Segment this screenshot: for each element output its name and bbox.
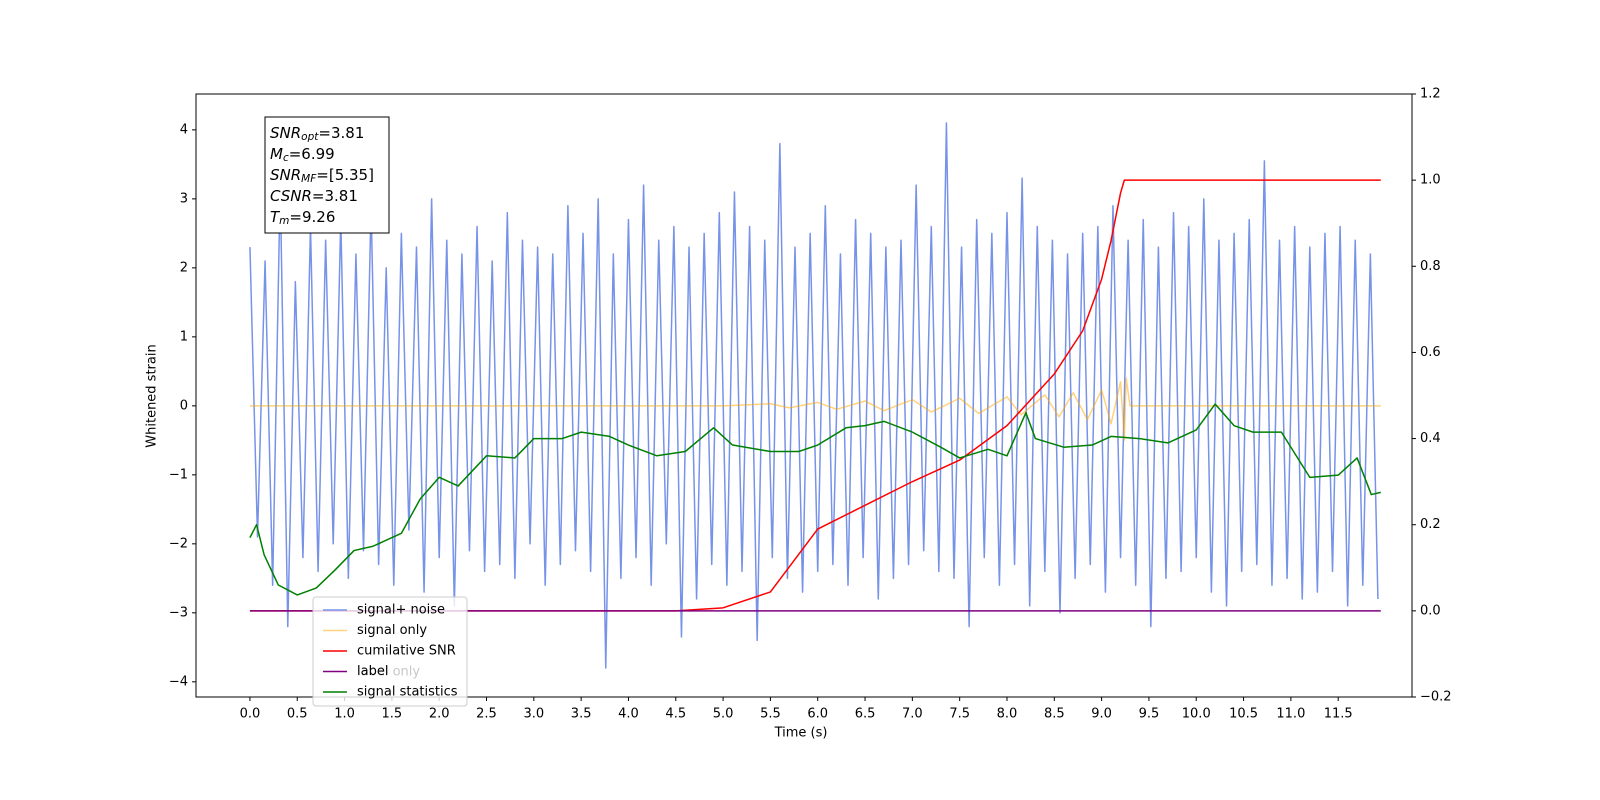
annotation-line: Tm=9.26 — [270, 208, 335, 228]
annotation-subscript: MF — [301, 173, 317, 185]
y2-tick-label: 0.4 — [1420, 431, 1441, 446]
legend-label: signal+ noise — [357, 603, 445, 618]
x-tick-label: 11.0 — [1276, 707, 1305, 722]
x-tick-label: 5.5 — [760, 707, 781, 722]
x-tick-label: 6.5 — [855, 707, 876, 722]
y-tick-label: 2 — [180, 260, 188, 275]
legend-box — [312, 596, 468, 707]
annotation: SNRopt=3.81Mc=6.99SNRMF=[5.35]CSNR=3.81T… — [264, 116, 390, 234]
legend-ghost-text: label only — [357, 665, 420, 680]
x-tick-label: 4.5 — [665, 707, 686, 722]
x-tick-label: 11.5 — [1324, 707, 1353, 722]
legend: label only signal+ noise signal only cumila… — [312, 596, 468, 707]
x-tick-label: 8.0 — [997, 707, 1018, 722]
annotation-box — [264, 116, 390, 234]
annotation-subscript: opt — [301, 131, 319, 143]
x-tick-label: 1.0 — [334, 707, 355, 722]
x-tick-label: 5.0 — [713, 707, 734, 722]
annotation-symbol: CSNR — [270, 187, 312, 205]
y2-tick-label: 1.2 — [1420, 87, 1441, 102]
annotation-value: =[5.35] — [316, 166, 374, 184]
x-tick-label: 3.5 — [571, 707, 592, 722]
annotation-subscript: c — [283, 152, 289, 164]
y2-tick-label: 0.0 — [1420, 603, 1441, 618]
y-tick-label: −4 — [169, 674, 188, 689]
y2-tick-label: −0.2 — [1420, 690, 1452, 705]
annotation-symbol: M — [270, 145, 283, 163]
legend-label: cumilative SNR — [357, 644, 456, 659]
y-axis-label: Whitened strain — [145, 344, 160, 447]
x-tick-label: 9.5 — [1139, 707, 1160, 722]
x-tick-label: 7.5 — [949, 707, 970, 722]
plot-frame — [195, 93, 1413, 698]
x-tick-label: 0.5 — [287, 707, 308, 722]
y-tick-label: 0 — [180, 398, 188, 413]
annotation-line: Mc=6.99 — [270, 145, 335, 165]
y-tick-label: 4 — [180, 122, 188, 137]
x-tick-label: 10.0 — [1182, 707, 1211, 722]
annotation-value: =9.26 — [289, 208, 335, 226]
series-line — [249, 377, 1381, 442]
x-tick-label: 3.0 — [523, 707, 544, 722]
y2-tick-label: 0.8 — [1420, 259, 1441, 274]
annotation-value: =6.99 — [289, 145, 335, 163]
annotation-symbol: SNR — [270, 166, 301, 184]
annotation-symbol: SNR — [270, 124, 301, 142]
x-tick-label: 0.0 — [240, 707, 261, 722]
legend-label: signal statistics — [357, 685, 458, 700]
series-line — [249, 403, 1381, 596]
x-tick-label: 7.0 — [902, 707, 923, 722]
annotation-subscript: m — [279, 215, 289, 227]
annotation-line: SNRMF=[5.35] — [270, 166, 374, 186]
y-tick-label: 3 — [180, 191, 188, 206]
y-tick-label: −3 — [169, 605, 188, 620]
legend-label: label — [357, 664, 388, 679]
y2-tick-label: 1.0 — [1420, 173, 1441, 188]
annotation-line: CSNR=3.81 — [270, 187, 358, 205]
annotation-symbol: T — [270, 208, 281, 226]
annotation-value: =3.81 — [312, 187, 358, 205]
y-tick-label: 1 — [180, 329, 188, 344]
legend-label: signal only — [357, 623, 427, 638]
y-tick-label: −2 — [169, 536, 188, 551]
annotation-value: =3.81 — [318, 124, 364, 142]
y2-tick-label: 0.2 — [1420, 517, 1441, 532]
x-tick-label: 2.0 — [429, 707, 450, 722]
series-line — [249, 179, 1381, 612]
x-axis-label: Time (s) — [774, 726, 828, 741]
x-tick-label: 2.5 — [476, 707, 497, 722]
series-line — [249, 122, 1379, 669]
x-tick-label: 4.0 — [618, 707, 639, 722]
x-tick-label: 9.0 — [1091, 707, 1112, 722]
y2-tick-label: 0.6 — [1420, 345, 1441, 360]
x-tick-label: 10.5 — [1229, 707, 1258, 722]
x-tick-label: 6.0 — [807, 707, 828, 722]
x-tick-label: 8.5 — [1044, 707, 1065, 722]
y-tick-label: −1 — [169, 467, 188, 482]
x-tick-label: 1.5 — [382, 707, 403, 722]
annotation-line: SNRopt=3.81 — [270, 124, 364, 144]
